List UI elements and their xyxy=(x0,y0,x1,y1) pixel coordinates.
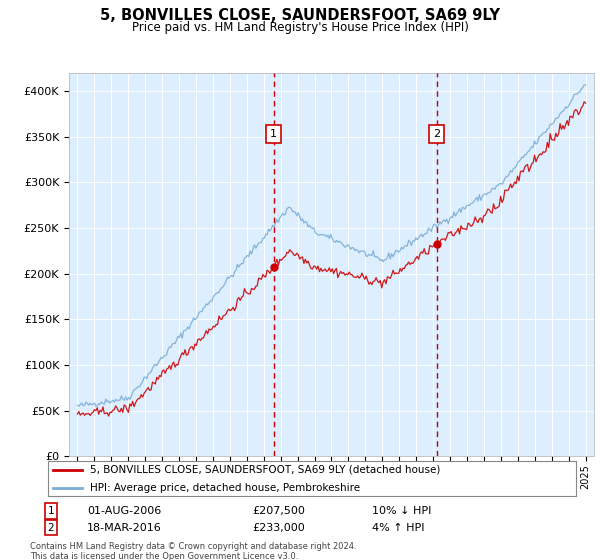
Text: 1: 1 xyxy=(270,129,277,139)
Text: 2: 2 xyxy=(47,522,55,533)
Text: £207,500: £207,500 xyxy=(252,506,305,516)
Text: 10% ↓ HPI: 10% ↓ HPI xyxy=(372,506,431,516)
Text: 4% ↑ HPI: 4% ↑ HPI xyxy=(372,522,425,533)
Text: 5, BONVILLES CLOSE, SAUNDERSFOOT, SA69 9LY: 5, BONVILLES CLOSE, SAUNDERSFOOT, SA69 9… xyxy=(100,8,500,24)
Text: Price paid vs. HM Land Registry's House Price Index (HPI): Price paid vs. HM Land Registry's House … xyxy=(131,21,469,34)
Text: 01-AUG-2006: 01-AUG-2006 xyxy=(87,506,161,516)
Text: Contains HM Land Registry data © Crown copyright and database right 2024.
This d: Contains HM Land Registry data © Crown c… xyxy=(30,542,356,560)
Text: £233,000: £233,000 xyxy=(252,522,305,533)
Text: HPI: Average price, detached house, Pembrokeshire: HPI: Average price, detached house, Pemb… xyxy=(90,483,361,493)
Text: 2: 2 xyxy=(433,129,440,139)
Text: 1: 1 xyxy=(47,506,55,516)
Text: 5, BONVILLES CLOSE, SAUNDERSFOOT, SA69 9LY (detached house): 5, BONVILLES CLOSE, SAUNDERSFOOT, SA69 9… xyxy=(90,465,440,474)
Text: 18-MAR-2016: 18-MAR-2016 xyxy=(87,522,162,533)
